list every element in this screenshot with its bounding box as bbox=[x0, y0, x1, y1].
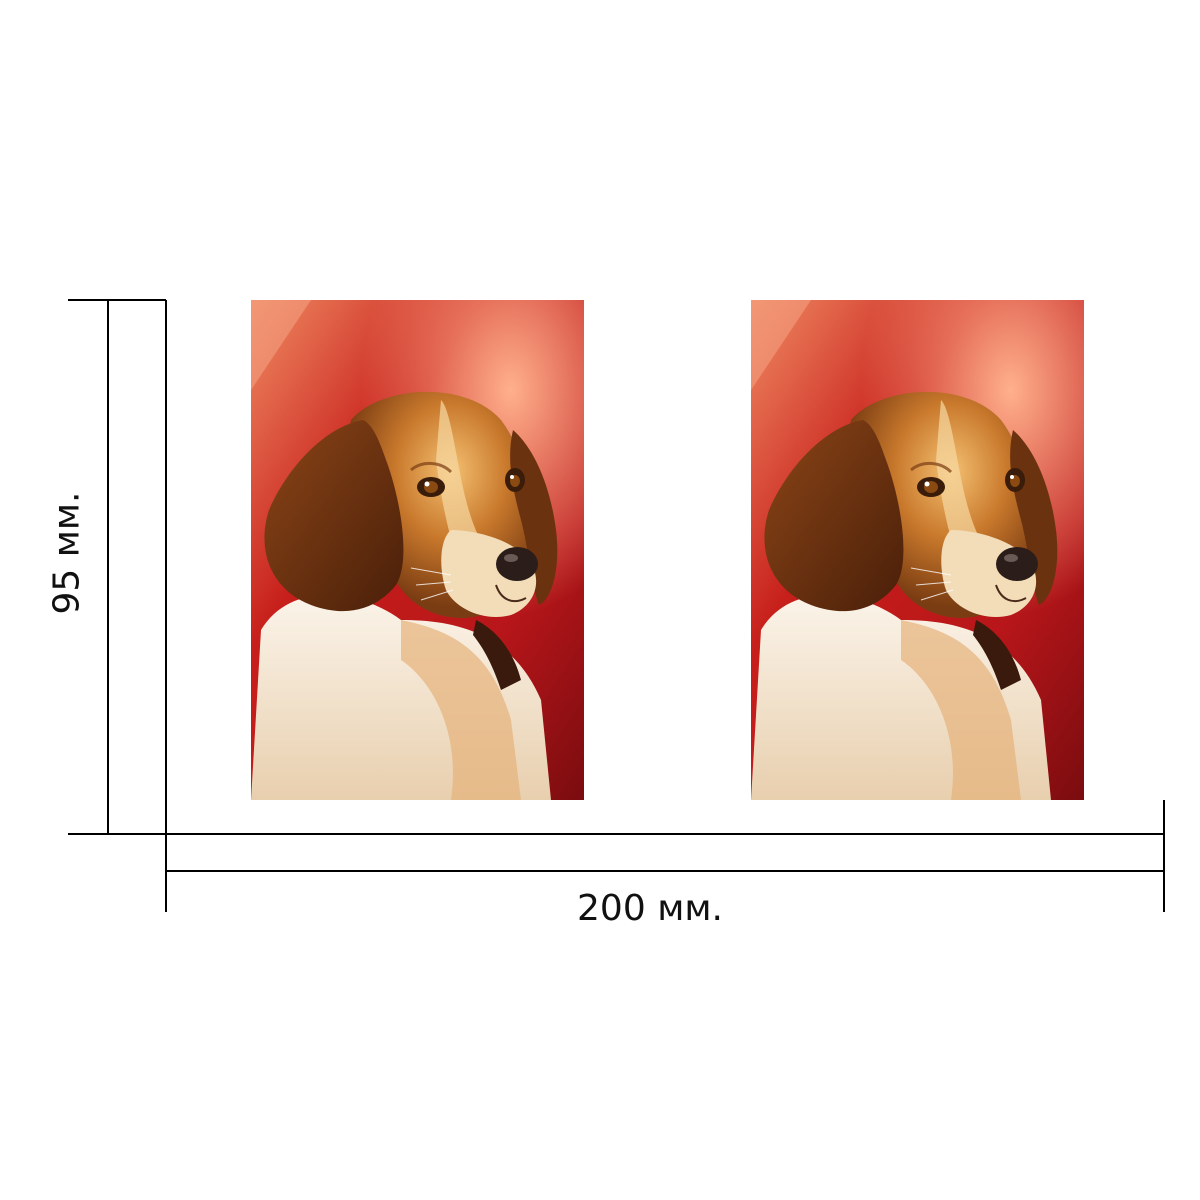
dog-photo-left bbox=[251, 300, 584, 800]
dog-photo-right bbox=[751, 300, 1084, 800]
beagle-image bbox=[251, 300, 584, 800]
height-dimension-label: 95 мм. bbox=[46, 491, 88, 615]
beagle-image bbox=[751, 300, 1084, 800]
width-dimension-label: 200 мм. bbox=[577, 888, 723, 929]
